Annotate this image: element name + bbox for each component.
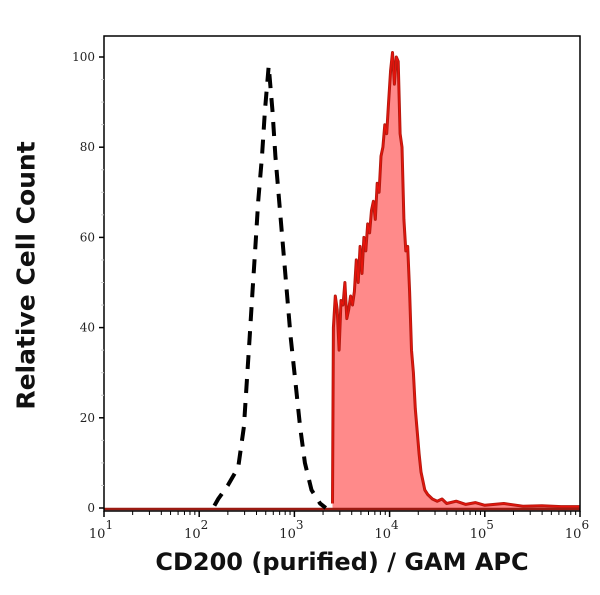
x-tick-label: 102 [184, 518, 208, 542]
histogram-lines [104, 51, 580, 511]
x-axis-ticks: 101 102 103 104 105 106 [89, 511, 589, 542]
x-tick-label: 105 [470, 518, 494, 542]
cd200-histogram-fill [332, 52, 580, 509]
y-tick-label: 60 [80, 230, 95, 244]
y-axis-ticks: 0 20 40 60 80 100 [72, 50, 104, 515]
y-tick-label: 40 [80, 321, 95, 335]
y-tick-label: 80 [80, 140, 95, 154]
x-tick-label: 104 [375, 518, 400, 542]
x-tick-label: 101 [89, 518, 113, 542]
y-axis-title: Relative Cell Count [4, 130, 48, 420]
plot-frame [103, 35, 581, 512]
y-tick-label: 100 [72, 50, 95, 64]
x-axis-title: CD200 (purified) / GAM APC [155, 548, 529, 576]
x-tick-label: 103 [279, 518, 303, 542]
y-axis-title-text: Relative Cell Count [11, 140, 41, 410]
series-fill [332, 52, 580, 509]
y-tick-label: 20 [80, 411, 95, 425]
x-tick-label: 106 [565, 518, 589, 542]
isotype-dashed-line [212, 65, 328, 510]
y-tick-label: 0 [87, 501, 95, 515]
series-outline [331, 51, 580, 508]
